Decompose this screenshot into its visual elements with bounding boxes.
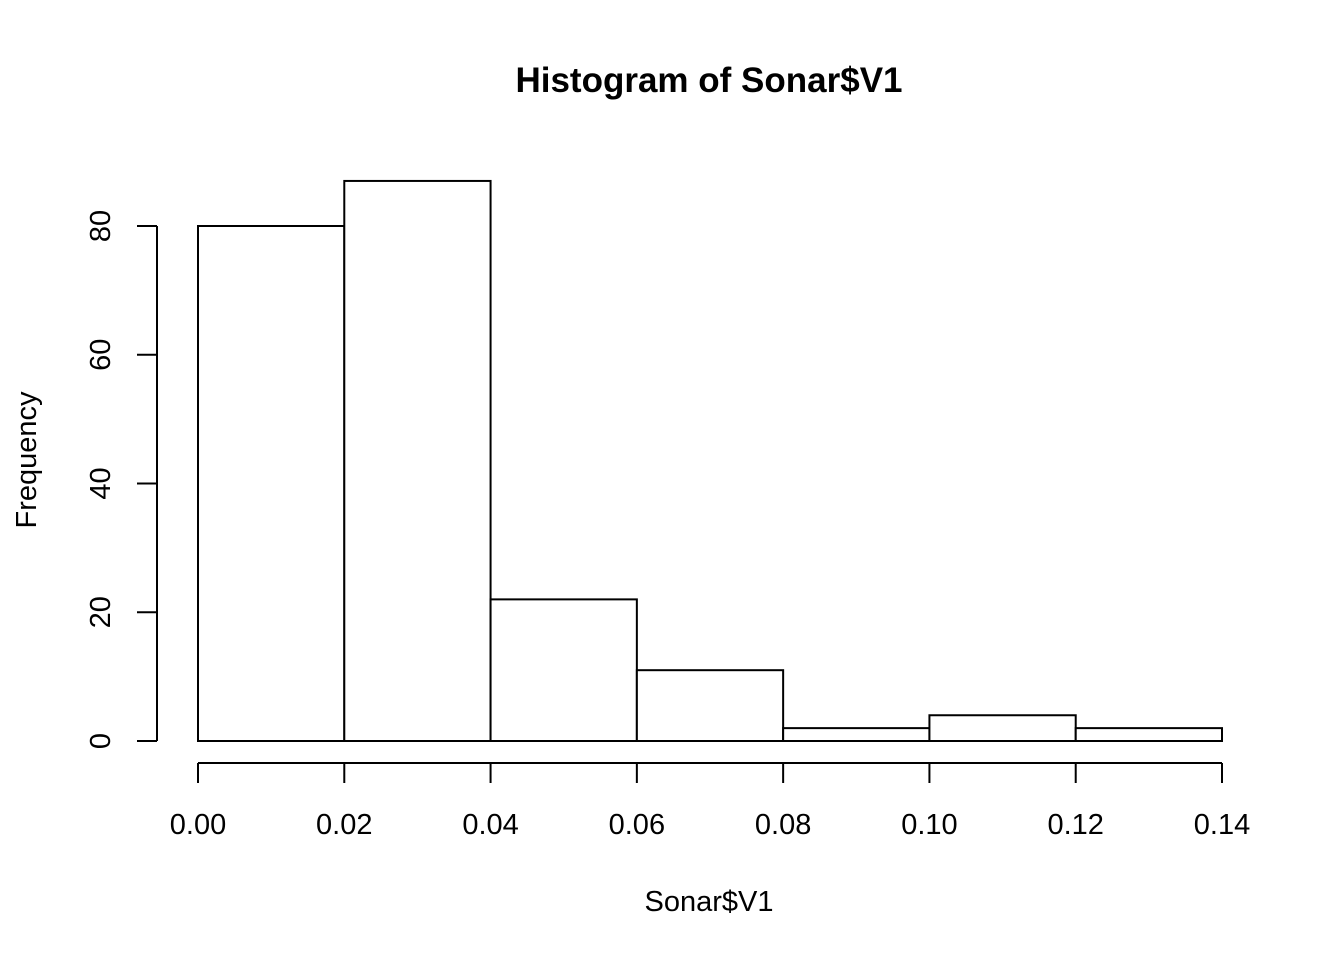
- y-axis: 0 20 40 60 80: [85, 210, 158, 749]
- x-tick-label: 0.10: [901, 809, 957, 841]
- x-tick-label: 0.08: [755, 809, 811, 841]
- histogram-bar-0: [197, 225, 346, 742]
- x-tick-label: 0.14: [1194, 809, 1250, 841]
- x-tick-label: 0.12: [1047, 809, 1103, 841]
- histogram-bar-3: [635, 669, 785, 742]
- x-axis-label: Sonar$V1: [645, 886, 774, 918]
- y-tick-label: 80: [85, 210, 117, 242]
- x-axis: 0.00 0.02 0.04 0.06 0.08 0.10 0.12 0.14: [170, 762, 1250, 841]
- y-tick-label: 20: [85, 596, 117, 628]
- histogram-bar-5: [928, 714, 1077, 742]
- histogram-bar-2: [489, 598, 638, 742]
- x-tick-label: 0.00: [170, 809, 226, 841]
- y-axis-label: Frequency: [11, 391, 43, 529]
- histogram-bar-6: [1074, 727, 1223, 742]
- x-tick-label: 0.04: [462, 809, 518, 841]
- y-tick-label: 0: [85, 733, 117, 749]
- histogram-bar-4: [782, 727, 931, 742]
- chart-title: Histogram of Sonar$V1: [515, 61, 902, 100]
- x-tick-label: 0.06: [609, 809, 665, 841]
- histogram-bar-1: [343, 179, 492, 742]
- y-tick-label: 60: [85, 339, 117, 371]
- x-tick-label: 0.02: [316, 809, 372, 841]
- bars-group: [197, 179, 1223, 742]
- y-tick-label: 40: [85, 467, 117, 499]
